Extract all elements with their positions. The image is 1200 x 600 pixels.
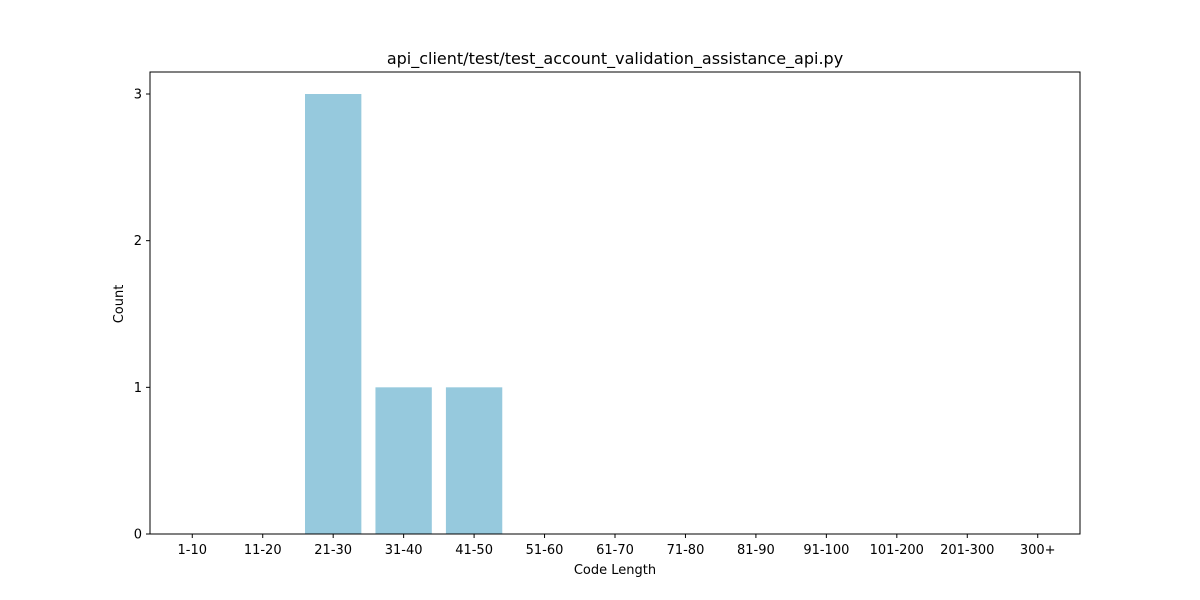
x-tick-label: 81-90 (737, 543, 775, 558)
x-tick-label: 11-20 (244, 543, 282, 558)
x-axis-label: Code Length (574, 563, 656, 578)
x-tick-label: 61-70 (596, 543, 634, 558)
y-ticks-group: 0 1 2 3 (134, 88, 150, 543)
x-tick-label: 1-10 (178, 543, 208, 558)
x-tick-label: 31-40 (385, 543, 423, 558)
y-tick-label: 3 (134, 88, 142, 103)
y-axis-label: Count (112, 285, 127, 324)
x-tick-label: 51-60 (526, 543, 564, 558)
bar-21-30 (305, 94, 362, 534)
x-tick-label: 21-30 (314, 543, 352, 558)
x-tick-label: 101-200 (870, 543, 924, 558)
chart-title: api_client/test/test_account_validation_… (387, 49, 843, 69)
x-tick-label: 201-300 (940, 543, 994, 558)
bar-31-40 (375, 387, 432, 534)
x-tick-label: 41-50 (455, 543, 493, 558)
y-tick-label: 1 (134, 381, 142, 396)
x-ticks-group: 1-10 11-20 21-30 31-40 41-50 51-60 61-70 71-80 8… (178, 534, 1056, 558)
bars-group (305, 94, 503, 534)
y-tick-label: 0 (134, 528, 142, 543)
x-tick-label: 71-80 (667, 543, 705, 558)
x-tick-label: 91-100 (803, 543, 849, 558)
y-tick-label: 2 (134, 234, 142, 249)
x-tick-label: 300+ (1020, 543, 1056, 558)
plot-frame (149, 71, 1081, 535)
bar-41-50 (445, 387, 503, 534)
